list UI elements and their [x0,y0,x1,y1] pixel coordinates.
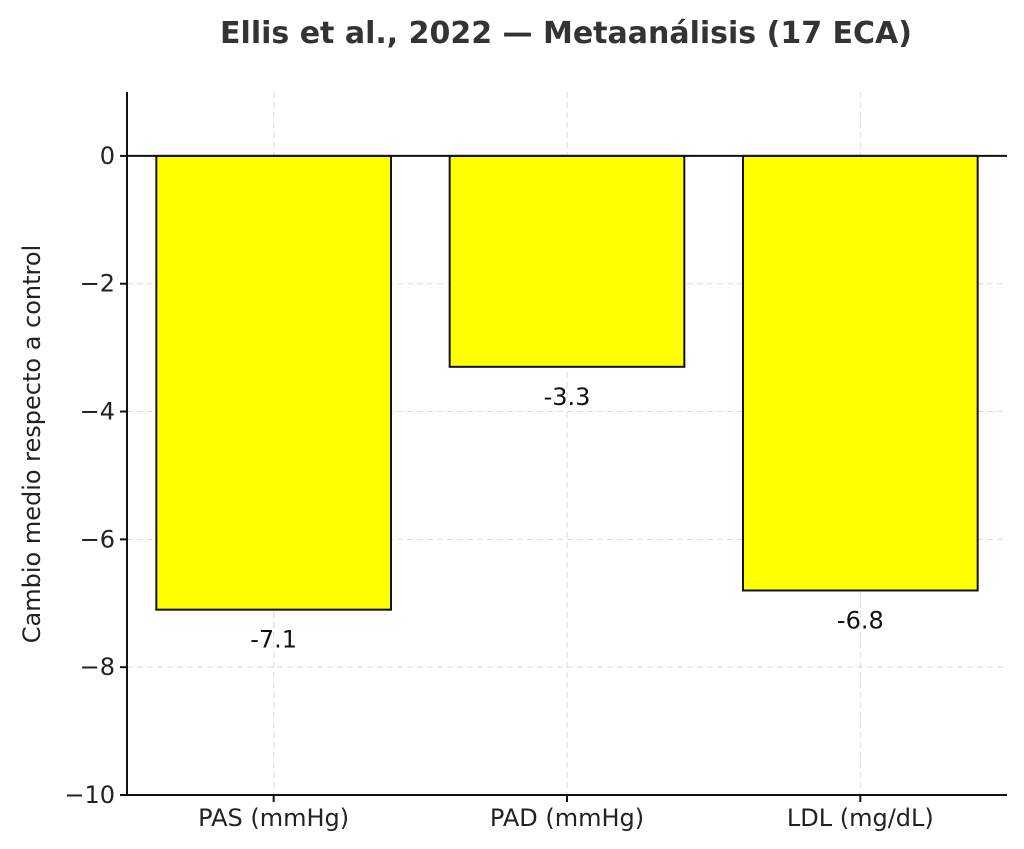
y-tick-label: 0 [100,142,115,170]
bar [742,154,979,592]
bars [155,154,979,611]
y-tick-label: −10 [64,781,115,809]
x-tick-label: PAS (mmHg) [198,804,349,832]
y-tick-label: −4 [80,398,115,426]
bar-value-label: -6.8 [837,606,884,634]
x-tick-label: LDL (mg/dL) [787,804,934,832]
x-tick-label: PAD (mmHg) [490,804,644,832]
y-axis-label: Cambio medio respecto a control [18,245,46,643]
y-tick-label: −2 [80,270,115,298]
y-tick-label: −8 [80,653,115,681]
bar [448,154,686,368]
chart-title: Ellis et al., 2022 — Metaanálisis (17 EC… [220,16,912,51]
bar [155,154,392,611]
y-tick-label: −6 [80,525,115,553]
bar-value-label: -7.1 [250,626,297,654]
axes [120,92,1007,802]
labels: 0 −2 −4 −6 −8 −10 -7.1 -3.3 -6.8 PAS (mmHg) PAD (m… [64,142,933,832]
bar-value-label: -3.3 [544,383,591,411]
